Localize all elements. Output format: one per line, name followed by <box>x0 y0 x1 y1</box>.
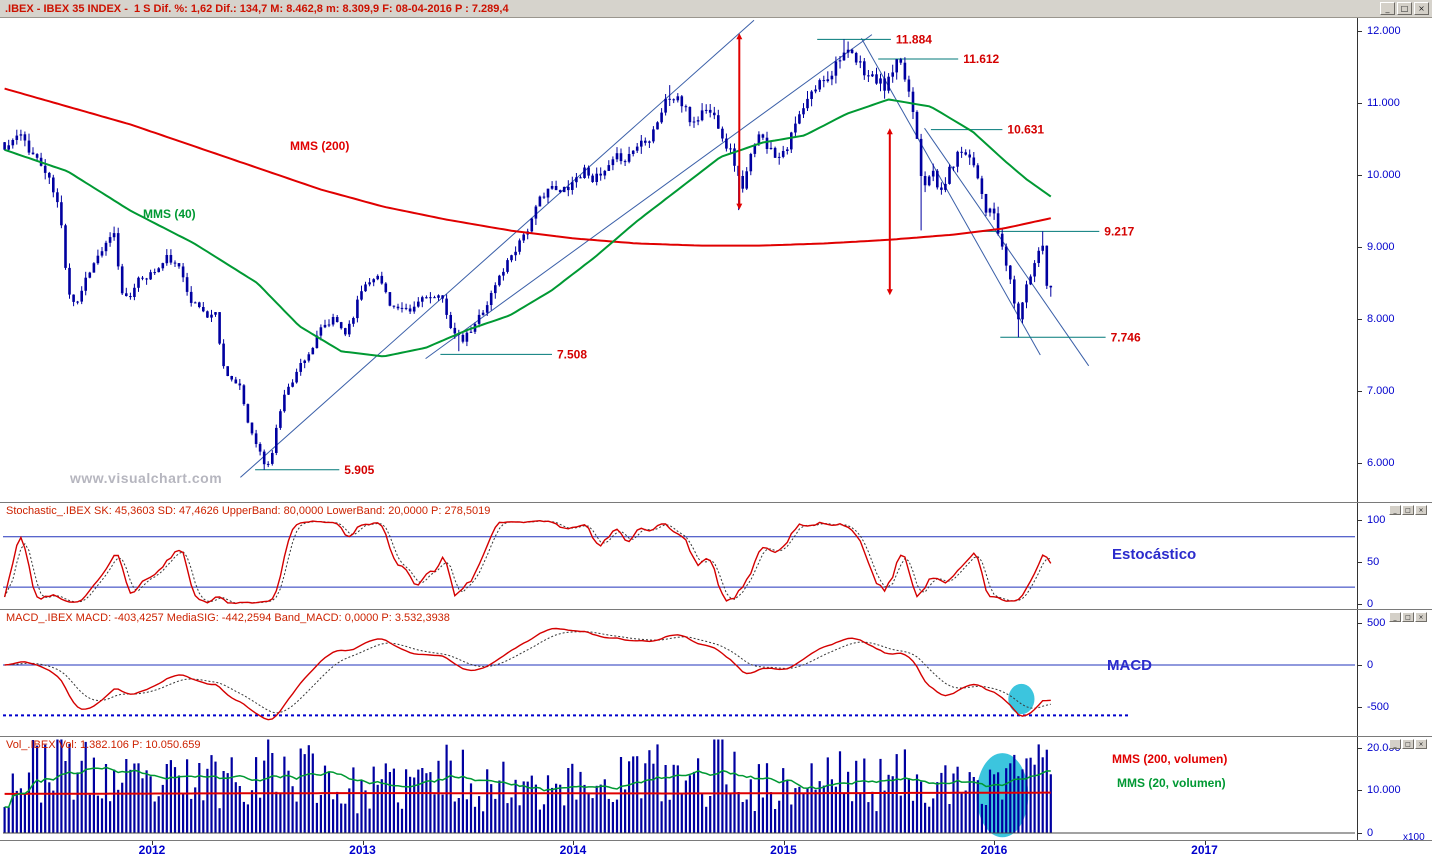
axis-tick-label: 10.000 <box>1367 169 1401 181</box>
volume-scale-note: x100 <box>1403 832 1425 843</box>
panel-splitter[interactable] <box>0 609 1432 610</box>
stochastic-panel-controls: _ □ × <box>1389 505 1427 515</box>
axis-tick-label: 0 <box>1367 659 1374 672</box>
svg-text:7.508: 7.508 <box>557 347 587 361</box>
macd-panel-label: MACD <box>1107 657 1152 674</box>
axis-tick <box>1357 833 1362 834</box>
watermark: www.visualchart.com <box>70 470 223 486</box>
axis-tick <box>1357 747 1362 749</box>
axis-tick <box>1357 519 1362 521</box>
axis-tick-label: 7.000 <box>1367 384 1395 397</box>
svg-text:5.905: 5.905 <box>344 463 374 477</box>
svg-text:10.631: 10.631 <box>1007 123 1044 137</box>
time-axis-tick <box>152 841 153 845</box>
axis-tick-label: 10.000 <box>1367 784 1401 797</box>
ma40-label: MMS (40) <box>143 207 196 221</box>
time-axis-year-label: 2017 <box>1191 843 1218 857</box>
volume-chart[interactable] <box>0 737 1357 840</box>
axis-tick-label: 11.000 <box>1367 97 1400 110</box>
axis-tick-label: 9.000 <box>1367 241 1395 253</box>
macd-close-button[interactable]: × <box>1415 612 1427 622</box>
stochastic-header: Stochastic_.IBEX SK: 45,3603 SD: 47,4626… <box>6 505 491 517</box>
axis-tick <box>1357 623 1362 625</box>
svg-text:11.612: 11.612 <box>963 52 999 66</box>
axis-tick-label: 6.000 <box>1367 456 1395 469</box>
axis-tick <box>1357 31 1362 33</box>
time-axis-tick <box>994 841 995 845</box>
axis-tick <box>1357 318 1362 320</box>
volume-panel-controls: _ □ × <box>1389 739 1427 749</box>
ma200-label: MMS (200) <box>290 139 350 153</box>
time-axis-year-label: 2014 <box>559 843 587 857</box>
maximize-icon[interactable]: □ <box>1397 2 1412 15</box>
volume-maximize-button[interactable]: □ <box>1402 739 1414 749</box>
macd-maximize-button[interactable]: □ <box>1402 612 1414 622</box>
time-axis-tick <box>573 841 574 845</box>
time-axis-tick <box>783 841 785 845</box>
panel-splitter[interactable] <box>0 502 1432 503</box>
svg-text:9.217: 9.217 <box>1104 224 1134 238</box>
macd-chart[interactable] <box>0 610 1357 736</box>
time-axis-year-label: 2013 <box>349 843 376 857</box>
axis-tick-label: 500 <box>1367 617 1386 630</box>
volume-ma20-label: MMS (20, volumen) <box>1117 776 1226 790</box>
time-axis-year-label: 2015 <box>770 843 797 857</box>
stochastic-panel-label: Estocástico <box>1112 546 1197 563</box>
axis-tick <box>1357 707 1362 709</box>
axis-tick <box>1357 603 1362 605</box>
axis-tick-label: 100 <box>1367 513 1386 526</box>
axis-tick <box>1357 175 1362 176</box>
close-icon[interactable]: × <box>1414 2 1429 15</box>
axis-tick-label: 12.000 <box>1367 25 1401 38</box>
axis-tick <box>1357 561 1362 563</box>
time-axis-tick <box>362 841 364 845</box>
svg-text:11.884: 11.884 <box>896 32 932 46</box>
stochastic-chart[interactable] <box>0 503 1357 609</box>
axis-tick <box>1357 790 1362 792</box>
macd-panel-controls: _ □ × <box>1389 612 1427 622</box>
stochastic-maximize-button[interactable]: □ <box>1402 505 1414 515</box>
axis-tick-label: 0 <box>1367 827 1374 839</box>
stochastic-minimize-button[interactable]: _ <box>1389 505 1401 515</box>
volume-minimize-button[interactable]: _ <box>1389 739 1401 749</box>
axis-tick <box>1357 247 1362 248</box>
time-axis-tick <box>1204 841 1206 845</box>
axis-tick-label: 0 <box>1367 597 1374 610</box>
axis-tick-label: -500 <box>1367 701 1390 714</box>
macd-minimize-button[interactable]: _ <box>1389 612 1401 622</box>
stochastic-close-button[interactable]: × <box>1415 505 1427 515</box>
window-controls: _ □ × <box>1380 2 1429 15</box>
axis-tick <box>1357 390 1362 392</box>
svg-text:7.746: 7.746 <box>1111 330 1141 344</box>
right-axis-gutter: 12.000 11.000 10.000 9.000 8.000 7.000 6.000 10… <box>1357 18 1432 843</box>
axis-tick <box>1357 665 1362 667</box>
time-axis-year-label: 2012 <box>138 843 166 857</box>
time-axis-border <box>0 840 1432 841</box>
price-chart[interactable]: 11.884 11.612 10.631 9.217 7.746 7.508 5.905 <box>0 18 1357 502</box>
macd-header: MACD_.IBEX MACD: -403,4257 MediaSIG: -44… <box>6 612 450 624</box>
time-axis-year-label: 2016 <box>980 843 1008 857</box>
axis-tick-label: 8.000 <box>1367 312 1395 325</box>
axis-tick <box>1357 103 1362 105</box>
time-axis: 2012 2013 2014 2015 2016 2017 <box>0 841 1432 857</box>
volume-header: Vol_.IBEX Vol: 1.382.106 P: 10.050.659 <box>6 739 201 751</box>
axis-divider <box>1357 18 1358 841</box>
window-title: .IBEX - IBEX 35 INDEX - 1 S Dif. %: 1,62… <box>5 2 509 15</box>
axis-tick <box>1357 462 1362 464</box>
panel-splitter[interactable] <box>0 736 1432 737</box>
window-titlebar[interactable]: .IBEX - IBEX 35 INDEX - 1 S Dif. %: 1,62… <box>0 0 1432 18</box>
volume-ma200-label: MMS (200, volumen) <box>1112 752 1228 766</box>
axis-tick-label: 50 <box>1367 555 1380 568</box>
volume-close-button[interactable]: × <box>1415 739 1427 749</box>
minimize-icon[interactable]: _ <box>1380 2 1395 15</box>
